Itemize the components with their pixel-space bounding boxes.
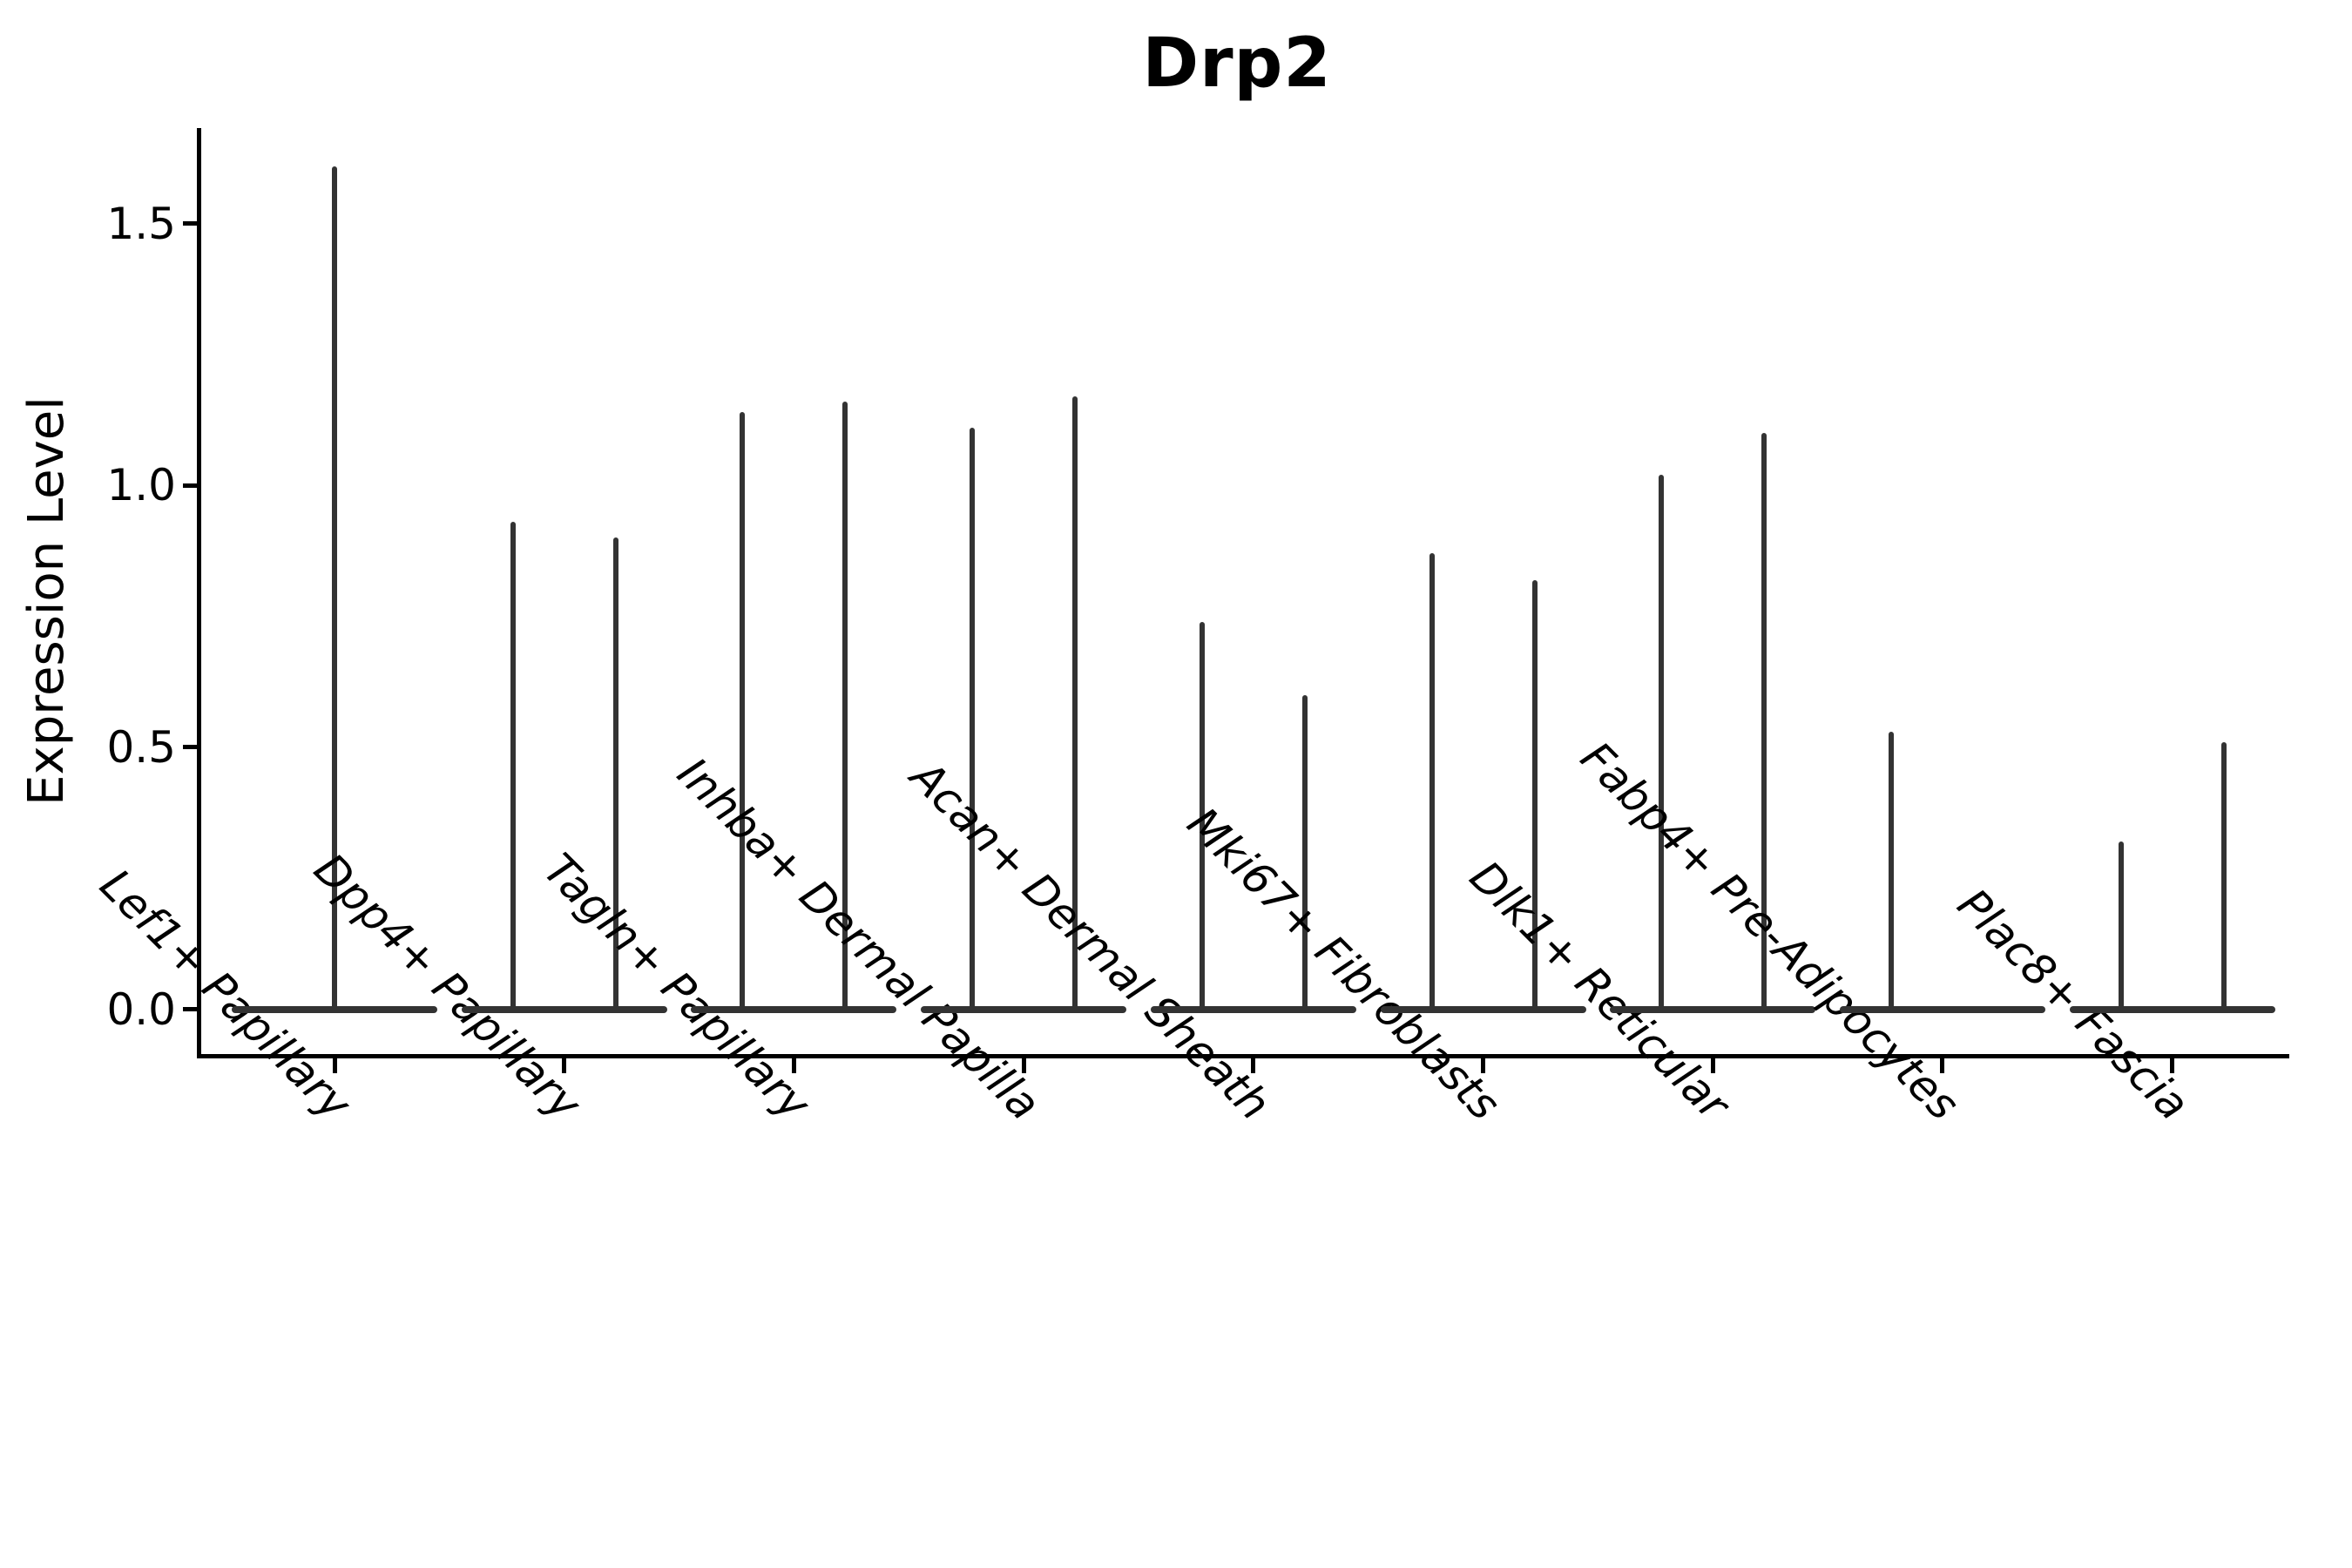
violin-spike <box>510 522 516 1010</box>
violin-spike <box>1888 731 1894 1010</box>
violin-spike <box>1531 579 1538 1010</box>
y-tick-label: 0.5 <box>106 721 176 773</box>
violin-base <box>1150 1005 1356 1013</box>
y-tick-mark <box>183 483 198 488</box>
violin-spike <box>1301 694 1308 1010</box>
chart-title: Drp2 <box>1142 24 1332 103</box>
violin-spike <box>1199 621 1205 1010</box>
x-tick-mark <box>1710 1058 1715 1073</box>
x-tick-mark <box>1251 1058 1256 1073</box>
violin-base <box>691 1005 897 1013</box>
y-tick-label: 1.0 <box>106 460 176 511</box>
violin-spike <box>612 537 618 1010</box>
y-tick-mark <box>183 1007 198 1011</box>
x-tick-mark <box>1021 1058 1026 1073</box>
x-axis-spine <box>197 1054 2289 1058</box>
violin-spike <box>332 166 337 1010</box>
violin-base <box>1610 1005 1816 1013</box>
violin-base <box>1839 1005 2045 1013</box>
y-tick-mark <box>183 745 198 750</box>
y-tick-mark <box>183 221 198 226</box>
violin-spike <box>2220 741 2227 1010</box>
violin-spike <box>2118 841 2124 1010</box>
x-tick-mark <box>791 1058 796 1073</box>
violin-spike <box>1761 433 1767 1010</box>
violin-base <box>2069 1005 2275 1013</box>
violin-spike <box>740 412 746 1010</box>
violin-spike <box>970 428 976 1010</box>
violin-base <box>461 1005 667 1013</box>
violin-spike <box>1429 553 1435 1010</box>
y-tick-label: 0.0 <box>106 983 176 1035</box>
violin-base <box>232 1005 437 1013</box>
x-tick-mark <box>562 1058 567 1073</box>
y-axis-spine <box>197 128 201 1058</box>
violin-base <box>1380 1005 1586 1013</box>
x-tick-mark <box>1481 1058 1485 1073</box>
violin-spike <box>1659 475 1665 1010</box>
violin-spike <box>842 402 848 1010</box>
x-tick-mark <box>2170 1058 2175 1073</box>
violin-base <box>921 1005 1127 1013</box>
x-tick-mark <box>1940 1058 1945 1073</box>
x-tick-mark <box>332 1058 337 1073</box>
y-tick-label: 1.5 <box>106 198 176 249</box>
violin-spike <box>1072 396 1078 1010</box>
